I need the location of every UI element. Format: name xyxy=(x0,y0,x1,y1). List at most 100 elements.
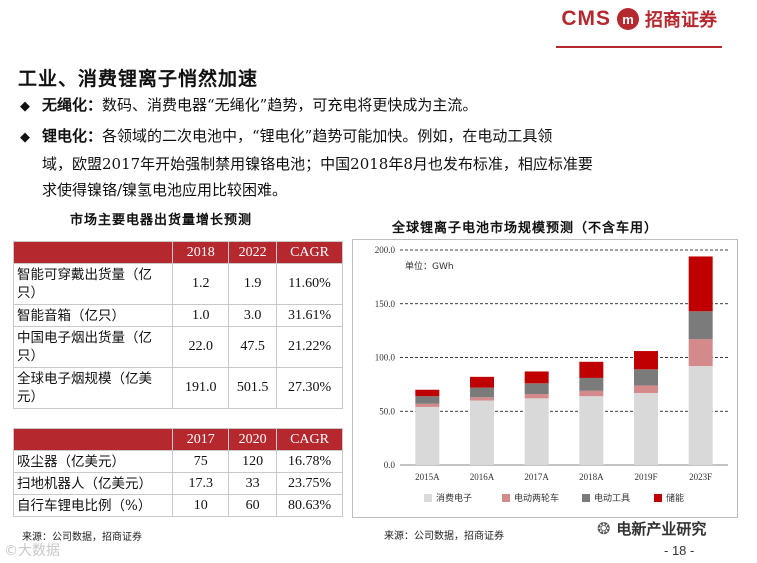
legend-label: 电动两轮车 xyxy=(514,492,559,504)
row-value: 1.0 xyxy=(172,304,230,327)
y-tick-label: 150.0 xyxy=(375,299,396,309)
bar-segment xyxy=(470,376,494,388)
diamond-bullet-icon: ◆ xyxy=(20,130,30,145)
shipment-table-2: 2017 2020 CAGR 吸尘器（亿美元） 75 120 16.78% 扫地… xyxy=(12,428,343,517)
table-header-cell: CAGR xyxy=(276,241,343,264)
brand-logo: CMS m 招商证券 xyxy=(561,6,717,32)
battery-market-chart: 0.0 50.0 100.0 150.0 200.0 单位：GWh 2015A 2016A 20… xyxy=(375,245,728,504)
bar-segment xyxy=(688,366,713,465)
y-tick-label: 50.0 xyxy=(379,406,395,416)
bar-segment xyxy=(524,394,549,399)
diamond-bullet-icon: ◆ xyxy=(20,99,30,114)
table-source-note: 来源：公司数据，招商证券 xyxy=(22,532,142,543)
table-row: 全球电子烟规模（亿美元） 191.0 501.5 27.30% xyxy=(12,367,343,409)
bullet-lead: 无绳化： xyxy=(42,96,103,114)
legend-label: 电动工具 xyxy=(594,492,630,504)
bar-segment xyxy=(634,351,658,370)
row-label: 全球电子烟规模（亿美元） xyxy=(12,367,174,409)
table-row: 扫地机器人（亿美元） 17.3 33 23.75% xyxy=(12,472,343,495)
row-cagr: 16.78% xyxy=(276,450,343,473)
y-tick-label: 100.0 xyxy=(375,353,396,363)
row-cagr: 23.75% xyxy=(276,472,343,495)
row-value: 3.0 xyxy=(228,304,278,327)
table-header-row: 2018 2022 CAGR xyxy=(12,241,343,264)
watermark: ©大数据 xyxy=(4,543,60,559)
row-value: 47.5 xyxy=(228,326,278,368)
table-row: 吸尘器（亿美元） 75 120 16.78% xyxy=(12,450,343,473)
shipment-table-1: 2018 2022 CAGR 智能可穿戴出货量（亿只） 1.2 1.9 11.6… xyxy=(12,241,343,409)
logo-cms-text: CMS xyxy=(561,7,611,30)
table-row: 智能音箱（亿只） 1.0 3.0 31.61% xyxy=(12,304,343,327)
table-row: 智能可穿戴出货量（亿只） 1.2 1.9 11.60% xyxy=(12,263,343,305)
page-number: - 18 - xyxy=(664,543,695,558)
row-label: 中国电子烟出货量（亿只） xyxy=(12,326,174,368)
bar-segment xyxy=(688,256,713,312)
wechat-icon: ❂ xyxy=(597,519,611,538)
row-cagr: 27.30% xyxy=(276,367,343,409)
bullet-text: 各领域的二次电池中，“锂电化”趋势可能加快。例如，在电动工具领 xyxy=(102,127,553,145)
bar-segment xyxy=(524,371,549,384)
row-value: 1.2 xyxy=(172,263,230,305)
table-header-cell: CAGR xyxy=(276,428,343,451)
bar-segment xyxy=(688,339,713,367)
table-header-row: 2017 2020 CAGR xyxy=(12,428,343,451)
table-row: 中国电子烟出货量（亿只） 22.0 47.5 21.22% xyxy=(12,326,343,368)
bar-segment xyxy=(634,369,658,386)
x-tick-label: 2017A xyxy=(524,472,549,482)
bar-segment xyxy=(524,383,549,395)
bar-segment xyxy=(579,377,604,391)
bar-segment xyxy=(470,397,494,401)
header-divider xyxy=(556,46,722,48)
y-tick-label: 200.0 xyxy=(375,245,396,255)
row-value: 1.9 xyxy=(228,263,278,305)
bar-segment xyxy=(415,403,440,407)
row-value: 22.0 xyxy=(172,326,230,368)
x-tick-label: 2015A xyxy=(415,472,440,482)
table-header-cell: 2017 xyxy=(172,428,230,451)
y-tick-label: 0.0 xyxy=(384,460,396,470)
x-tick-label: 2019F xyxy=(634,472,657,482)
chart-title: 全球锂离子电池市场规模预测（不含车用） xyxy=(392,221,659,236)
bar-segment xyxy=(415,396,440,404)
legend-swatch xyxy=(654,494,662,502)
row-label: 自行车锂电比例（%） xyxy=(12,494,174,517)
bar-segment xyxy=(470,387,494,398)
row-value: 75 xyxy=(172,450,230,473)
slide-title: 工业、消费锂离子悄然加速 xyxy=(18,68,259,90)
table-header-cell xyxy=(12,241,174,264)
chart-frame xyxy=(352,239,738,518)
bar-segment xyxy=(688,311,713,340)
row-label: 智能可穿戴出货量（亿只） xyxy=(12,263,174,305)
row-label: 智能音箱（亿只） xyxy=(12,304,174,327)
row-cagr: 21.22% xyxy=(276,326,343,368)
bullet-text: 数码、消费电器“无绳化”趋势，可充电将更快成为主流。 xyxy=(102,96,478,114)
row-cagr: 80.63% xyxy=(276,494,343,517)
table-header-cell: 2018 xyxy=(172,241,230,264)
row-value: 120 xyxy=(228,450,278,473)
row-cagr: 11.60% xyxy=(276,263,343,305)
bullet-lithium: ◆ 锂电化：各领域的二次电池中，“锂电化”趋势可能加快。例如，在电动工具领 域，欧… xyxy=(20,123,740,203)
row-cagr: 31.61% xyxy=(276,304,343,327)
logo-cn-text: 招商证券 xyxy=(645,10,717,31)
row-value: 10 xyxy=(172,494,230,517)
row-label: 扫地机器人（亿美元） xyxy=(12,472,174,495)
bar-segment xyxy=(415,406,440,465)
legend-label: 消费电子 xyxy=(436,492,472,504)
x-tick-label: 2016A xyxy=(470,472,495,482)
wechat-account-name: 电新产业研究 xyxy=(616,520,707,538)
bar-segment xyxy=(634,392,658,465)
x-tick-label: 2018A xyxy=(579,472,604,482)
x-tick-label: 2023F xyxy=(689,472,712,482)
legend-swatch xyxy=(582,494,590,502)
wechat-account: ❂ 电新产业研究 xyxy=(597,518,706,539)
chart-source-note: 来源：公司数据，招商证券 xyxy=(384,531,504,542)
bar-segment xyxy=(524,398,549,465)
table-header-cell: 2022 xyxy=(228,241,278,264)
bar-segment xyxy=(470,400,494,465)
logo-mark-icon: m xyxy=(617,8,639,30)
row-label: 吸尘器（亿美元） xyxy=(12,450,174,473)
row-value: 33 xyxy=(228,472,278,495)
legend-swatch xyxy=(424,494,432,502)
bullet-text-cont: 域，欧盟2017年开始强制禁用镍铬电池；中国2018年8月也发布标准，相应标准要 xyxy=(42,155,593,173)
bar-segment xyxy=(579,396,604,465)
